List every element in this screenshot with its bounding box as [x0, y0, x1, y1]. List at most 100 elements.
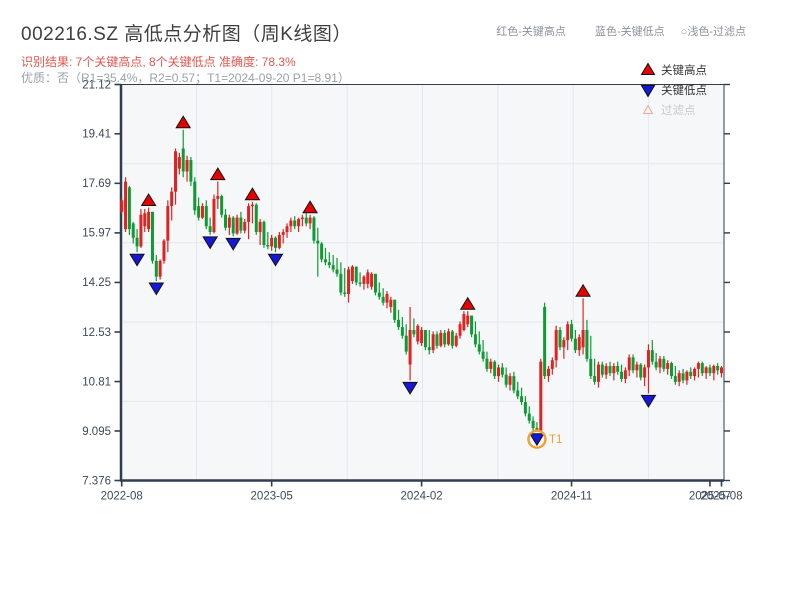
candle-body[interactable]	[343, 292, 347, 294]
candle-body[interactable]	[450, 331, 454, 346]
candle-body[interactable]	[247, 206, 251, 222]
candle-body[interactable]	[504, 374, 508, 385]
candle-body[interactable]	[158, 260, 162, 277]
candle-body[interactable]	[470, 315, 474, 335]
candle-body[interactable]	[639, 364, 643, 378]
candle-body[interactable]	[262, 221, 266, 245]
candle-body[interactable]	[335, 269, 339, 274]
candle-body[interactable]	[662, 358, 666, 369]
candle-body[interactable]	[716, 365, 720, 371]
legend-item-label[interactable]: 关键低点	[661, 83, 707, 97]
candle-body[interactable]	[700, 363, 704, 374]
candle-body[interactable]	[623, 370, 627, 379]
candle-body[interactable]	[677, 373, 681, 382]
candle-body[interactable]	[585, 329, 589, 359]
candle-body[interactable]	[297, 219, 301, 227]
candle-body[interactable]	[477, 344, 481, 352]
candle-body[interactable]	[304, 217, 308, 224]
candle-body[interactable]	[320, 243, 324, 260]
candle-body[interactable]	[200, 206, 204, 218]
candle-body[interactable]	[673, 376, 677, 382]
candle-body[interactable]	[581, 329, 585, 348]
candle-body[interactable]	[124, 181, 128, 230]
candle-body[interactable]	[620, 371, 624, 379]
candle-body[interactable]	[431, 334, 435, 351]
legend-item-label[interactable]: 关键高点	[661, 63, 707, 77]
candle-body[interactable]	[454, 335, 458, 346]
candle-body[interactable]	[539, 361, 543, 431]
candle-body[interactable]	[596, 364, 600, 382]
candle-body[interactable]	[458, 324, 462, 336]
candle-body[interactable]	[339, 273, 343, 293]
candle-body[interactable]	[654, 361, 658, 368]
candle-body[interactable]	[546, 368, 550, 377]
candle-body[interactable]	[635, 364, 639, 371]
candle-body[interactable]	[650, 350, 654, 362]
candle-body[interactable]	[181, 148, 185, 172]
candle-body[interactable]	[496, 367, 500, 377]
candle-body[interactable]	[135, 237, 139, 247]
candle-body[interactable]	[231, 217, 235, 234]
candle-body[interactable]	[543, 306, 547, 377]
candle-body[interactable]	[277, 234, 281, 248]
candle-body[interactable]	[435, 334, 439, 346]
candle-body[interactable]	[308, 217, 312, 224]
candle-body[interactable]	[331, 265, 335, 270]
candle-body[interactable]	[258, 221, 262, 233]
candle-body[interactable]	[508, 376, 512, 385]
candle-body[interactable]	[666, 363, 670, 369]
candle-body[interactable]	[216, 196, 220, 199]
candle-body[interactable]	[473, 334, 477, 345]
candle-body[interactable]	[481, 351, 485, 359]
legend-filtered-icon[interactable]	[642, 104, 654, 114]
candle-body[interactable]	[193, 181, 197, 211]
candle-body[interactable]	[616, 365, 620, 372]
candle-body[interactable]	[489, 361, 493, 369]
candle-body[interactable]	[562, 340, 566, 348]
candle-body[interactable]	[696, 363, 700, 369]
candle-body[interactable]	[212, 198, 216, 233]
candle-body[interactable]	[570, 324, 574, 339]
candle-body[interactable]	[493, 361, 497, 377]
candle-body[interactable]	[658, 358, 662, 368]
candle-body[interactable]	[412, 329, 416, 335]
candle-body[interactable]	[404, 335, 408, 352]
candle-body[interactable]	[646, 350, 650, 368]
candle-body[interactable]	[281, 232, 285, 235]
candle-body[interactable]	[389, 299, 393, 307]
candle-body[interactable]	[143, 213, 147, 227]
candle-body[interactable]	[370, 273, 374, 287]
candle-body[interactable]	[235, 217, 239, 234]
candle-body[interactable]	[204, 206, 208, 227]
candle-body[interactable]	[239, 217, 243, 231]
candle-body[interactable]	[462, 314, 466, 330]
candle-body[interactable]	[447, 331, 451, 345]
candle-body[interactable]	[712, 365, 716, 374]
candle-body[interactable]	[162, 240, 166, 261]
candle-body[interactable]	[681, 373, 685, 381]
candle-body[interactable]	[420, 329, 424, 343]
candle-body[interactable]	[589, 358, 593, 377]
candle-body[interactable]	[177, 157, 181, 169]
candle-body[interactable]	[131, 223, 135, 238]
candle-body[interactable]	[150, 211, 154, 261]
candle-body[interactable]	[612, 365, 616, 374]
candle-body[interactable]	[443, 332, 447, 345]
candle-body[interactable]	[423, 329, 427, 348]
candle-body[interactable]	[520, 396, 524, 403]
candle-body[interactable]	[400, 327, 404, 336]
candle-body[interactable]	[500, 367, 504, 375]
candle-body[interactable]	[347, 269, 351, 294]
candle-body[interactable]	[439, 332, 443, 346]
candle-body[interactable]	[554, 329, 558, 361]
candle-body[interactable]	[300, 217, 304, 220]
candle-body[interactable]	[573, 338, 577, 351]
candle-body[interactable]	[670, 363, 674, 377]
candle-body[interactable]	[208, 226, 212, 233]
candle-body[interactable]	[250, 204, 254, 207]
candle-body[interactable]	[266, 244, 270, 247]
candle-body[interactable]	[566, 324, 570, 341]
candle-body[interactable]	[593, 376, 597, 382]
candle-body[interactable]	[358, 282, 362, 284]
